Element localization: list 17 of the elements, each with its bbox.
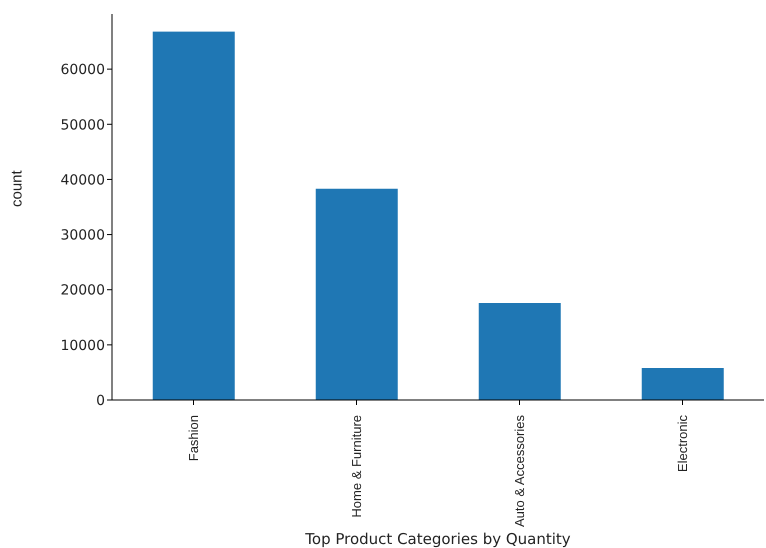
y-tick-label: 0: [96, 392, 105, 409]
x-tick-label: Fashion: [186, 415, 201, 462]
y-tick-label: 50000: [60, 117, 105, 134]
y-tick-label: 60000: [60, 62, 105, 78]
y-tick-label: 40000: [60, 172, 105, 188]
x-tick-label: Home & Furniture: [349, 415, 364, 518]
y-tick-label: 30000: [60, 228, 105, 244]
y-axis-title: count: [8, 169, 26, 207]
bar: [316, 188, 398, 400]
x-tick-label: Electronic: [675, 414, 690, 472]
x-axis-title: Top Product Categories by Quantity: [304, 530, 571, 548]
bar: [642, 368, 724, 400]
bar: [152, 32, 235, 400]
y-tick-label: 20000: [60, 282, 105, 299]
y-tick-label: 10000: [60, 338, 105, 354]
x-tick-label: Auto & Accessories: [512, 414, 527, 527]
bar: [478, 302, 561, 400]
